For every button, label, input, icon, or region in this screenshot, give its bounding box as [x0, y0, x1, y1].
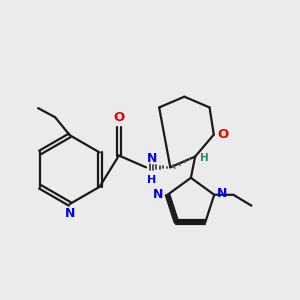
Text: O: O: [113, 112, 124, 124]
Text: H: H: [200, 153, 209, 163]
Text: N: N: [153, 188, 164, 201]
Text: N: N: [217, 187, 227, 200]
Text: N: N: [65, 207, 75, 220]
Text: H: H: [147, 175, 156, 184]
Text: N: N: [147, 152, 157, 165]
Text: O: O: [218, 128, 229, 141]
